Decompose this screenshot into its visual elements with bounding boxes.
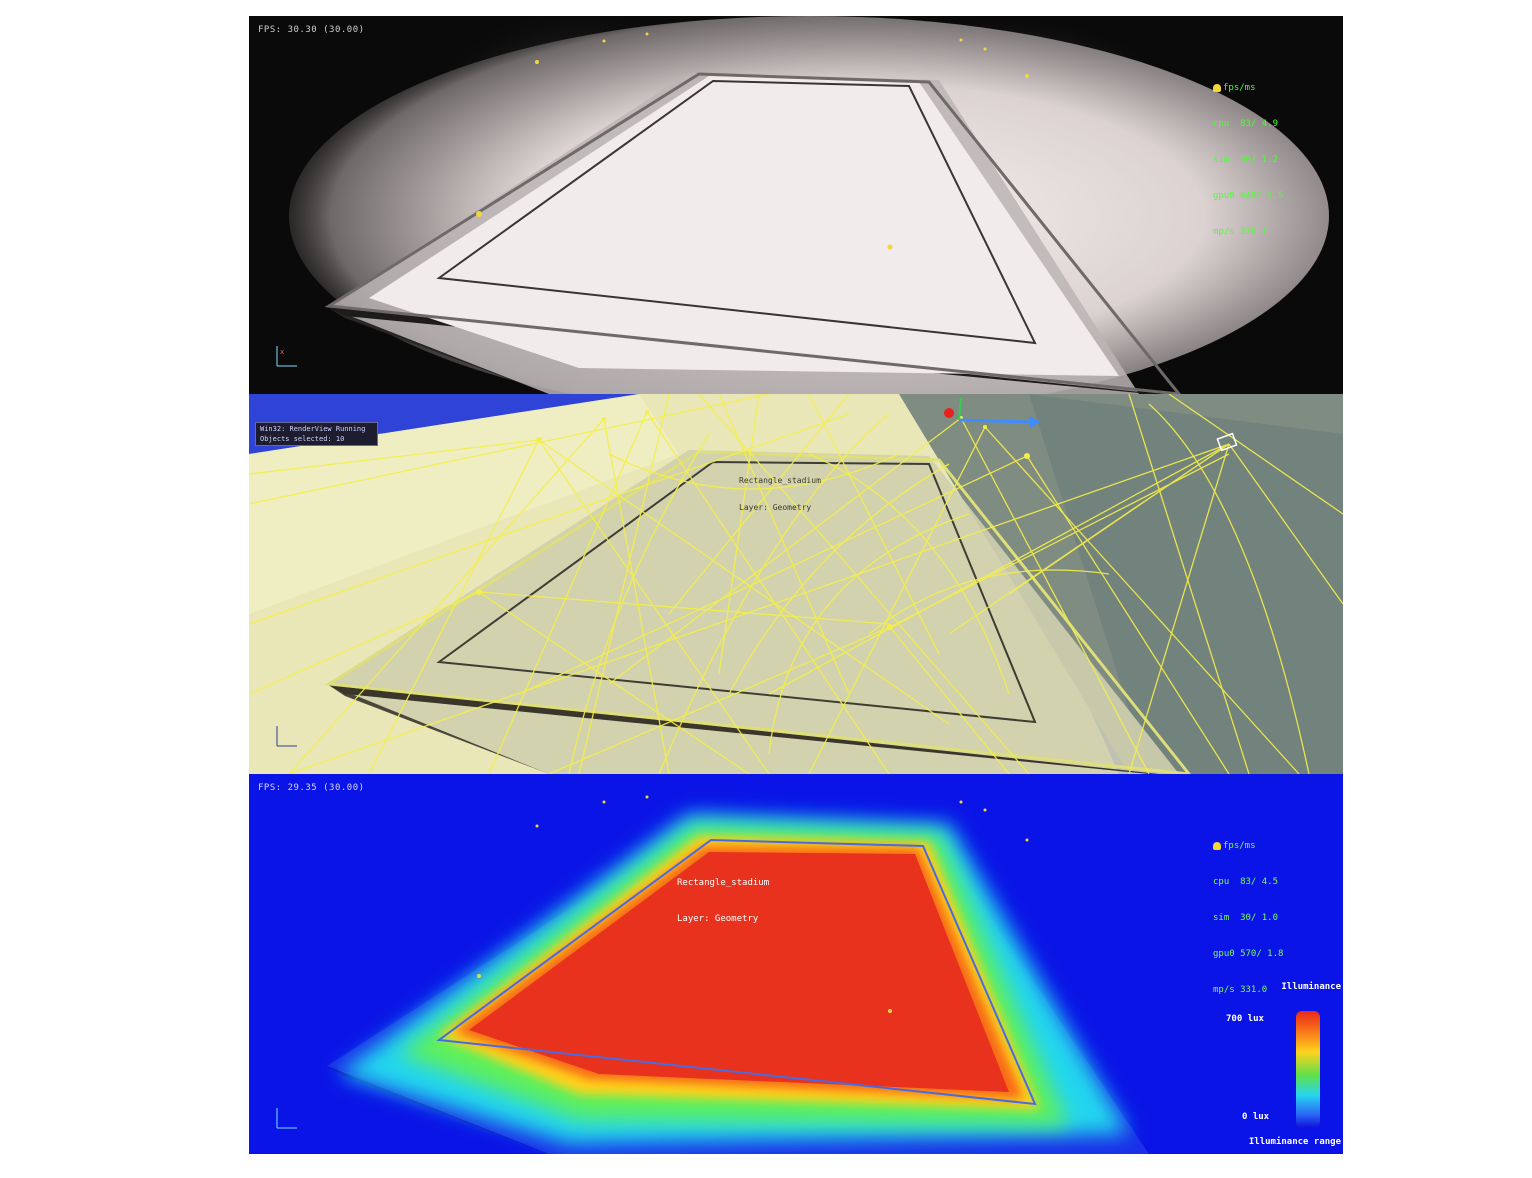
- rendered-viewport[interactable]: FPS: 30.30 (30.00) fps/ms cpu 83/ 4.9 si…: [249, 16, 1343, 394]
- illuminance-color-scale: [1296, 1011, 1320, 1128]
- light-rays: [249, 394, 1343, 774]
- stats-header: fps/ms: [1223, 83, 1256, 93]
- stats-header: fps/ms: [1223, 841, 1256, 851]
- legend-title: Illuminance: [1281, 982, 1341, 992]
- performance-stats: fps/ms cpu 83/ 4.9 sim 30/ 1.2 gpu0 640/…: [1213, 58, 1283, 262]
- stat-line: gpu0 570/ 1.8: [1213, 949, 1284, 959]
- stat-line: mp/s 331.0: [1213, 985, 1268, 995]
- status-line: Objects selected: 10: [260, 435, 345, 443]
- stat-line: cpu 83/ 4.5: [1213, 877, 1279, 887]
- rendered-scene: [249, 16, 1343, 394]
- axis-gizmo-icon: [276, 1108, 297, 1129]
- axis-gizmo-icon: x: [276, 346, 297, 367]
- luminaire-marker-icon: [1216, 432, 1238, 452]
- fps-readout: FPS: 29.35 (30.00): [258, 783, 365, 793]
- axis-gizmo-icon: [276, 726, 297, 747]
- fps-readout: FPS: 30.30 (30.00): [258, 25, 365, 35]
- stat-line: sim 30/ 1.0: [1213, 913, 1279, 923]
- illuminance-viewport[interactable]: FPS: 29.35 (30.00) fps/ms cpu 83/ 4.5 si…: [249, 774, 1343, 1154]
- lamp-icon: [1213, 84, 1221, 92]
- performance-stats: fps/ms cpu 83/ 4.5 sim 30/ 1.0 gpu0 570/…: [1213, 816, 1283, 1020]
- lamp-icon: [1213, 842, 1221, 850]
- object-layer: Layer: Geometry: [677, 914, 759, 924]
- stat-line: mp/s 376.1: [1213, 227, 1268, 237]
- legend-min-label: 0 lux: [1242, 1112, 1270, 1122]
- object-name: Rectangle_stadium: [677, 878, 770, 888]
- legend-range-label: Illuminance range: [1248, 1137, 1341, 1147]
- ray-scene: [249, 394, 1343, 774]
- status-box: Win32: RenderView Running Objects select…: [255, 422, 378, 446]
- object-label: Rectangle_stadium Layer: Geometry: [739, 458, 821, 530]
- illuminance-scene: [249, 774, 1343, 1154]
- object-label: Rectangle_stadium Layer: Geometry: [677, 853, 769, 949]
- svg-text:x: x: [280, 348, 284, 356]
- object-name: Rectangle_stadium: [739, 476, 821, 485]
- stat-line: gpu0 640/ 1.5: [1213, 191, 1284, 201]
- luminaire-markers: [476, 32, 1029, 250]
- status-line: Win32: RenderView Running: [260, 425, 366, 433]
- ray-viewport[interactable]: Win32: RenderView Running Objects select…: [249, 394, 1343, 774]
- legend-max-label: 700 lux: [1226, 1014, 1264, 1024]
- stat-line: sim 30/ 1.2: [1213, 155, 1279, 165]
- luminaire-markers: [476, 410, 1030, 630]
- luminaire-markers: [477, 795, 1029, 1013]
- stat-line: cpu 83/ 4.9: [1213, 119, 1279, 129]
- object-layer: Layer: Geometry: [739, 503, 812, 512]
- move-gizmo-icon: [944, 397, 1041, 428]
